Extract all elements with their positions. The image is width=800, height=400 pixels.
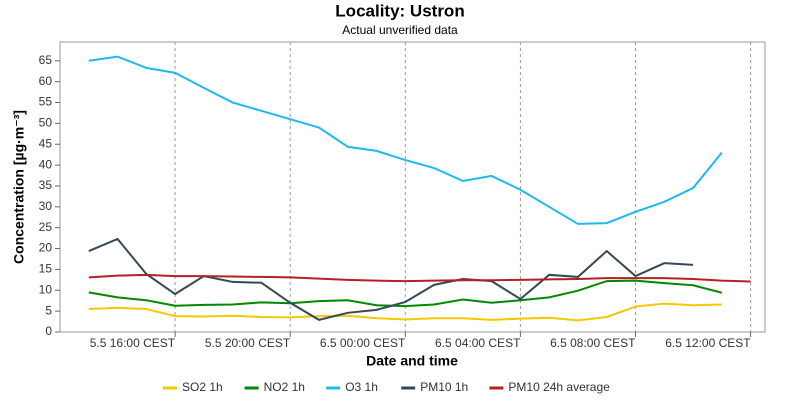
x-tick-label: 6.5 00:00 CEST <box>320 336 406 350</box>
plot-border <box>59 41 766 333</box>
series-line <box>88 237 694 321</box>
y-tick-label: 55 <box>39 95 53 109</box>
x-tick-label: 5.5 20:00 CEST <box>205 336 291 350</box>
legend-label: NO2 1h <box>264 380 305 394</box>
y-tick-label: 5 <box>45 303 52 317</box>
y-tick-label: 40 <box>39 157 53 171</box>
x-tick-label: 6.5 04:00 CEST <box>435 336 521 350</box>
legend-label: PM10 1h <box>420 380 468 394</box>
y-tick-label: 10 <box>39 282 53 296</box>
legend-label: PM10 24h average <box>508 380 610 394</box>
y-tick-label: 20 <box>39 241 53 255</box>
y-tick-label: 25 <box>39 220 53 234</box>
series-line <box>88 55 723 225</box>
series-line <box>88 302 722 322</box>
y-tick-label: 15 <box>39 262 53 276</box>
x-tick-label: 6.5 12:00 CEST <box>665 336 751 350</box>
legend-label: O3 1h <box>345 380 378 394</box>
y-tick-label: 50 <box>39 116 53 130</box>
y-tick-label: 0 <box>45 324 52 338</box>
x-axis-label: Date and time <box>366 353 458 369</box>
y-tick-label: 65 <box>39 53 53 67</box>
x-tick-label: 6.5 08:00 CEST <box>550 336 636 350</box>
series-line <box>88 273 751 283</box>
y-tick-label: 35 <box>39 178 53 192</box>
y-tick-label: 30 <box>39 199 53 213</box>
chart-title: Locality: Ustron <box>335 1 464 20</box>
y-axis-label: Concentration [µg·m⁻³] <box>11 110 27 264</box>
y-tick-label: 45 <box>39 136 53 150</box>
series-line <box>88 279 723 308</box>
x-tick-label: 5.5 16:00 CEST <box>90 336 176 350</box>
legend-label: SO2 1h <box>182 380 223 394</box>
y-tick-label: 60 <box>39 74 53 88</box>
chart-subtitle: Actual unverified data <box>342 23 458 37</box>
